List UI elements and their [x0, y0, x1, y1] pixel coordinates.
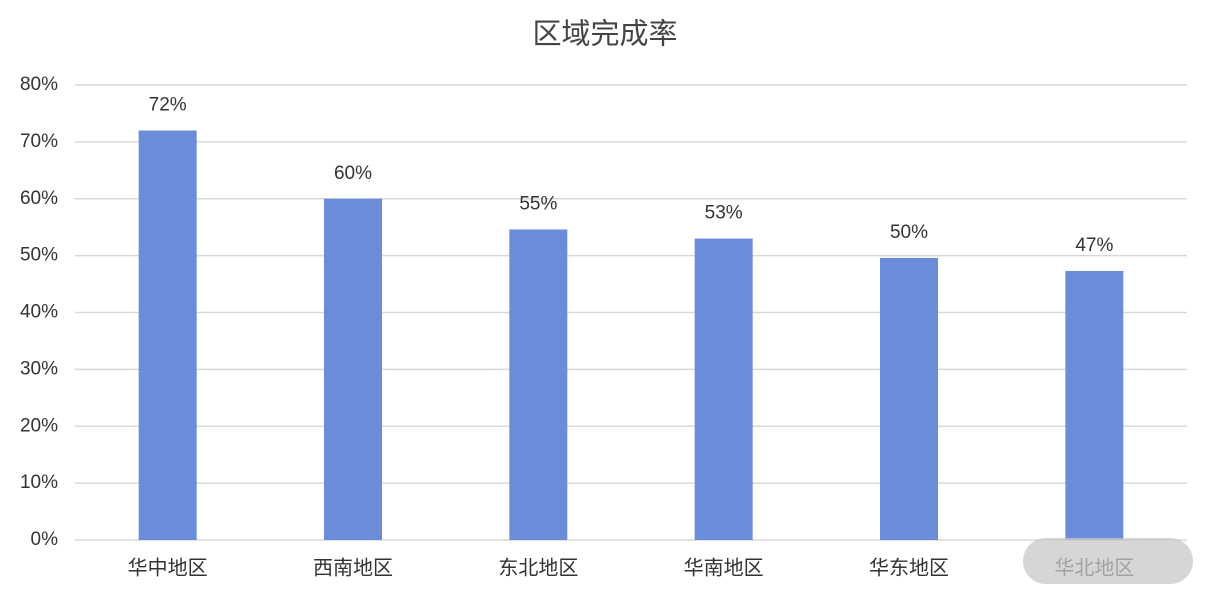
y-tick-label: 0%: [31, 529, 59, 550]
x-tick-label: 西南地区: [313, 556, 393, 579]
bar: [1065, 270, 1124, 540]
y-tick-label: 80%: [20, 74, 58, 95]
y-tick-label: 10%: [20, 472, 58, 493]
bar: [509, 229, 568, 540]
x-tick-label: 华中地区: [128, 556, 208, 579]
y-tick-label: 20%: [20, 415, 58, 436]
value-label: 55%: [519, 193, 557, 214]
bar: [880, 257, 938, 540]
y-tick-label: 50%: [20, 245, 58, 266]
x-tick-label: 华南地区: [684, 556, 764, 579]
x-tick-label: 华东地区: [869, 556, 949, 579]
bar: [324, 198, 382, 540]
bar: [694, 238, 753, 540]
value-label: 47%: [1075, 235, 1113, 256]
value-label: 50%: [890, 222, 928, 243]
y-tick-label: 40%: [20, 302, 58, 323]
y-tick-label: 70%: [20, 131, 58, 152]
y-tick-label: 30%: [20, 358, 58, 379]
x-tick-label: 东北地区: [498, 556, 578, 579]
y-tick-label: 60%: [20, 188, 58, 209]
chart-title: 区域完成率: [532, 18, 677, 51]
value-label: 60%: [334, 163, 372, 184]
bar: [138, 130, 197, 540]
value-label: 53%: [705, 203, 743, 224]
overlay-button: [1023, 538, 1193, 584]
value-label: 72%: [149, 95, 187, 116]
